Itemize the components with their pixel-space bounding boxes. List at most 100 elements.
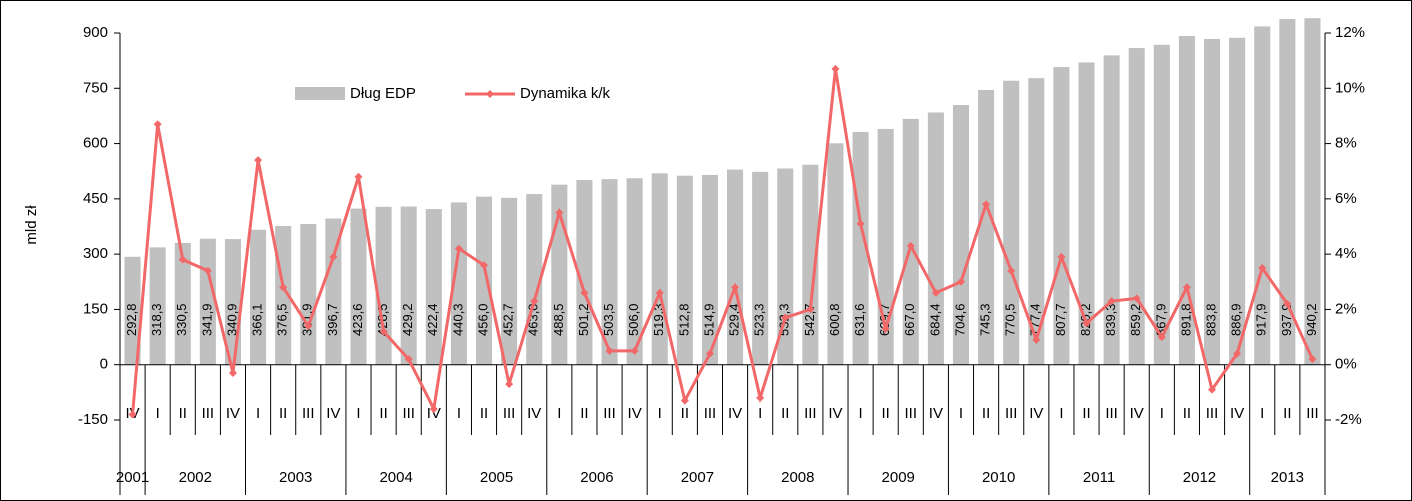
- bar: [1028, 78, 1045, 365]
- value-label: 341,9: [199, 303, 214, 336]
- x-tick-label: IV: [1029, 405, 1043, 422]
- y-axis-label: mld zł: [23, 205, 40, 245]
- marker: [354, 172, 363, 181]
- x-tick-label: I: [959, 405, 963, 422]
- marker: [153, 120, 162, 129]
- value-label: 366,1: [250, 303, 265, 336]
- x-tick-label: IV: [929, 405, 943, 422]
- y-tick-label: 150: [83, 300, 108, 317]
- year-label: 2007: [681, 469, 714, 486]
- y2-tick-label: 10%: [1335, 79, 1365, 96]
- x-tick-label: II: [1082, 405, 1090, 422]
- bar: [450, 202, 467, 365]
- marker: [705, 349, 714, 358]
- x-tick-label: II: [1283, 405, 1291, 422]
- value-label: 600,8: [827, 303, 842, 336]
- value-label: 519,3: [651, 303, 666, 336]
- x-tick-label: I: [457, 405, 461, 422]
- marker: [254, 156, 263, 165]
- bar: [149, 247, 166, 365]
- bar: [475, 196, 493, 365]
- x-tick-label: III: [302, 405, 315, 422]
- year-label: 2012: [1183, 469, 1216, 486]
- marker: [128, 410, 137, 419]
- value-label: 376,5: [275, 303, 290, 336]
- marker: [756, 393, 765, 402]
- marker: [731, 283, 740, 292]
- bar: [1304, 18, 1321, 365]
- marker: [781, 313, 790, 322]
- value-label: 506,0: [626, 303, 641, 336]
- bar: [174, 242, 191, 365]
- value-label: 456,0: [475, 303, 490, 336]
- x-tick-label: II: [580, 405, 588, 422]
- marker: [555, 208, 564, 217]
- value-label: 917,9: [1254, 303, 1269, 336]
- x-tick-label: II: [480, 405, 488, 422]
- bar: [576, 179, 593, 365]
- bar: [526, 194, 543, 365]
- value-label: 529,4: [726, 303, 741, 336]
- bar: [1203, 38, 1221, 365]
- marker: [1007, 266, 1016, 275]
- value-label: 631,6: [852, 303, 867, 336]
- bar: [501, 197, 518, 365]
- bar: [1178, 36, 1195, 365]
- y-tick-label: -150: [78, 411, 108, 428]
- bar: [1128, 48, 1145, 365]
- value-label: 503,5: [601, 303, 616, 336]
- bar: [1003, 80, 1020, 365]
- bar: [375, 206, 392, 365]
- x-tick-label: IV: [326, 405, 340, 422]
- x-tick-label: I: [356, 405, 360, 422]
- value-label: 883,8: [1203, 303, 1218, 336]
- x-tick-label: IV: [1130, 405, 1144, 422]
- marker: [1258, 263, 1267, 272]
- year-label: 2005: [480, 469, 513, 486]
- bar: [400, 206, 417, 365]
- x-tick-label: III: [1306, 405, 1319, 422]
- value-label: 839,3: [1103, 303, 1118, 336]
- y2-tick-label: 8%: [1335, 135, 1357, 152]
- y-tick-label: 750: [83, 79, 108, 96]
- bar: [350, 208, 367, 365]
- value-label: 745,3: [978, 303, 993, 336]
- value-label: 340,9: [224, 303, 239, 336]
- value-label: 488,5: [551, 303, 566, 336]
- marker: [1107, 297, 1116, 306]
- bar: [1103, 55, 1120, 365]
- marker: [329, 252, 338, 261]
- value-label: 440,3: [450, 303, 465, 336]
- x-tick-label: III: [402, 405, 415, 422]
- year-label: 2009: [882, 469, 915, 486]
- value-label: 429,2: [400, 303, 415, 336]
- bar: [978, 90, 995, 365]
- bar: [952, 105, 970, 365]
- y2-tick-label: 12%: [1335, 24, 1365, 41]
- x-tick-label: III: [202, 405, 215, 422]
- bar: [752, 171, 769, 365]
- x-tick-label: III: [1005, 405, 1018, 422]
- value-label: 940,2: [1304, 303, 1319, 336]
- x-tick-label: IV: [828, 405, 842, 422]
- year-label: 2006: [580, 469, 613, 486]
- legend-swatch: [295, 87, 345, 100]
- bar: [1153, 44, 1170, 365]
- marker: [1082, 319, 1091, 328]
- x-tick-label: I: [658, 405, 662, 422]
- x-tick-label: II: [379, 405, 387, 422]
- year-label: 2001: [116, 469, 149, 486]
- marker: [680, 396, 689, 405]
- value-label: 886,9: [1229, 303, 1244, 336]
- x-tick-label: I: [557, 405, 561, 422]
- legend-label: Dług EDP: [350, 85, 416, 102]
- bar: [425, 209, 442, 365]
- x-tick-label: II: [882, 405, 890, 422]
- value-label: 423,6: [350, 303, 365, 336]
- marker: [480, 261, 489, 270]
- marker: [379, 327, 388, 336]
- x-tick-label: I: [1059, 405, 1063, 422]
- x-tick-label: I: [758, 405, 762, 422]
- y-tick-label: 0: [100, 356, 108, 373]
